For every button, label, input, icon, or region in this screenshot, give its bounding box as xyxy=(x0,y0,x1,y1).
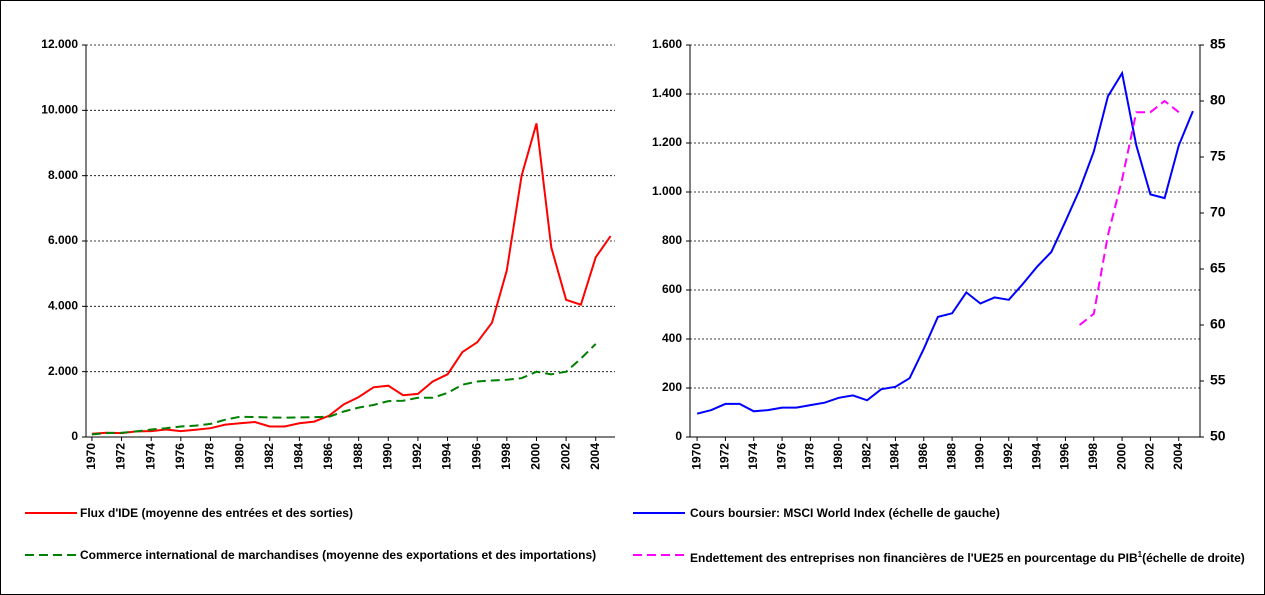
x-tick-label: 1992 xyxy=(1001,443,1015,470)
y-tick-label: 400 xyxy=(662,331,682,345)
x-tick-label: 1980 xyxy=(831,443,845,470)
y2-tick-label: 65 xyxy=(1210,260,1226,276)
x-tick-label: 2002 xyxy=(558,443,572,470)
x-tick-label: 1970 xyxy=(84,443,98,470)
x-tick-label: 1986 xyxy=(916,443,930,470)
x-tick-label: 2004 xyxy=(1171,443,1185,470)
x-tick-label: 1972 xyxy=(114,443,128,470)
y2-tick-label: 50 xyxy=(1210,428,1226,444)
y-tick-label: 1.200 xyxy=(652,135,682,149)
y-tick-label: 600 xyxy=(662,282,682,296)
x-tick-label: 1990 xyxy=(973,443,987,470)
x-tick-label: 1994 xyxy=(1029,443,1043,470)
y2-tick-label: 55 xyxy=(1210,372,1226,388)
legend-label: Cours boursier: MSCI World Index (échell… xyxy=(690,506,1000,520)
y-tick-label: 1.400 xyxy=(652,86,682,100)
footnote-marker: 1 xyxy=(1137,550,1143,559)
legend-label: Endettement des entreprises non financiè… xyxy=(690,546,1258,567)
y2-tick-label: 60 xyxy=(1210,316,1226,332)
y-tick-label: 1.000 xyxy=(652,184,682,198)
x-tick-label: 1996 xyxy=(1058,443,1072,470)
x-tick-label: 1990 xyxy=(380,443,394,470)
y2-tick-label: 75 xyxy=(1210,148,1226,164)
y2-tick-label: 70 xyxy=(1210,204,1226,220)
x-tick-label: 1994 xyxy=(440,443,454,470)
series-line xyxy=(91,343,597,436)
y-tick-label: 4.000 xyxy=(48,299,78,313)
y2-tick-label: 80 xyxy=(1210,92,1226,108)
x-tick-label: 1986 xyxy=(321,443,335,470)
y2-tick-label: 85 xyxy=(1210,36,1226,52)
x-tick-label: 2000 xyxy=(1114,443,1128,470)
y-tick-label: 0 xyxy=(71,429,78,443)
x-tick-label: 1998 xyxy=(499,443,513,470)
x-tick-label: 1984 xyxy=(292,443,306,470)
y-tick-label: 10.000 xyxy=(41,103,78,117)
x-tick-label: 1974 xyxy=(746,443,760,470)
x-tick-label: 1996 xyxy=(469,443,483,470)
x-tick-label: 1970 xyxy=(689,443,703,470)
x-tick-label: 1984 xyxy=(888,443,902,470)
x-tick-label: 1972 xyxy=(718,443,732,470)
y-tick-label: 1.600 xyxy=(652,37,682,51)
x-tick-label: 1976 xyxy=(774,443,788,470)
y-tick-label: 8.000 xyxy=(48,168,78,182)
y-tick-label: 2.000 xyxy=(48,364,78,378)
legend-label: Flux d'IDE (moyenne des entrées et des s… xyxy=(80,506,353,520)
y-tick-label: 6.000 xyxy=(48,233,78,247)
x-tick-label: 2002 xyxy=(1143,443,1157,470)
legend-label: Commerce international de marchandises (… xyxy=(80,548,597,562)
x-tick-label: 1998 xyxy=(1086,443,1100,470)
y-tick-label: 12.000 xyxy=(41,37,78,51)
series-line xyxy=(91,123,612,435)
y-tick-label: 800 xyxy=(662,233,682,247)
x-tick-label: 1974 xyxy=(143,443,157,470)
x-tick-label: 1988 xyxy=(944,443,958,470)
legend-label: Endettement des entreprises non financiè… xyxy=(690,551,1138,565)
x-tick-label: 1982 xyxy=(262,443,276,470)
x-tick-label: 2004 xyxy=(588,443,602,470)
x-tick-label: 1988 xyxy=(351,443,365,470)
series-line xyxy=(696,70,1194,415)
x-tick-label: 1982 xyxy=(859,443,873,470)
y-tick-label: 0 xyxy=(675,429,682,443)
x-tick-label: 1978 xyxy=(203,443,217,470)
x-tick-label: 1976 xyxy=(173,443,187,470)
x-tick-label: 1978 xyxy=(803,443,817,470)
y-tick-label: 200 xyxy=(662,380,682,394)
x-tick-label: 1980 xyxy=(232,443,246,470)
x-tick-label: 1992 xyxy=(410,443,424,470)
series-line xyxy=(1078,99,1180,326)
legend-label: (échelle de droite) xyxy=(1142,551,1245,565)
x-tick-label: 2000 xyxy=(529,443,543,470)
